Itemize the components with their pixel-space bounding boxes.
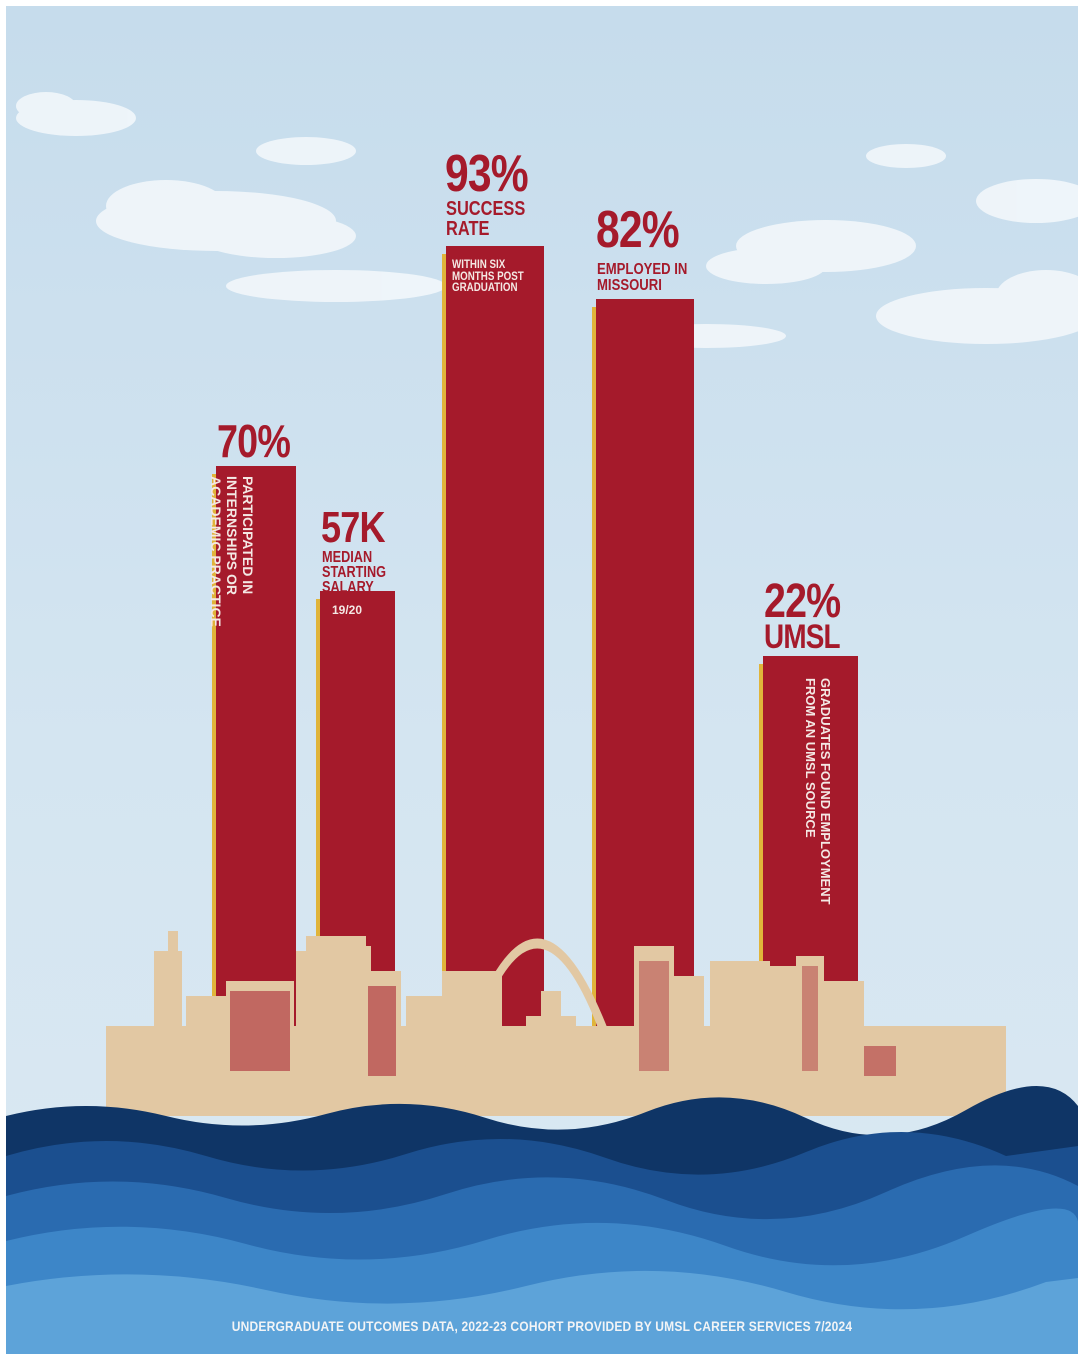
clouds — [16, 92, 1078, 348]
infographic-poster: 70% Participated in Internships or Acade… — [6, 6, 1078, 1354]
bar-edge — [316, 599, 321, 1086]
bar-value-label: 82% — [596, 201, 680, 259]
bar-edge — [759, 664, 764, 1086]
bar-category-label: UMSL — [764, 618, 841, 656]
bar-category-label: Participated in Internships or Academic … — [207, 476, 256, 627]
bar-value-label: 22% — [764, 575, 841, 628]
chart-canvas — [6, 92, 1078, 1354]
building-windows — [230, 961, 896, 1076]
bar-value-label: 93% — [445, 145, 529, 203]
bar-category-label: Employed in Missouri — [597, 261, 688, 294]
bar-value-label: 70% — [217, 415, 291, 467]
bar-category-label: Median Starting Salary — [322, 549, 387, 597]
bar-category-label: Success Rate — [446, 198, 526, 240]
bar-edge — [592, 307, 597, 1086]
water-waves — [6, 1085, 1078, 1354]
bar-note: 19/20 — [332, 603, 363, 617]
bar-note: Graduates found employment from an UMSL … — [803, 678, 833, 905]
source-footer: UNDERGRADUATE OUTCOMES DATA, 2022-23 COH… — [231, 1318, 853, 1334]
bar-3 — [446, 246, 544, 1086]
gateway-arch — [451, 938, 626, 1081]
bar-edge — [442, 254, 447, 1086]
bar-value-label: 57K — [321, 503, 386, 552]
bar-note: Within six months post graduation — [452, 259, 524, 295]
bar-edge — [212, 474, 217, 1086]
